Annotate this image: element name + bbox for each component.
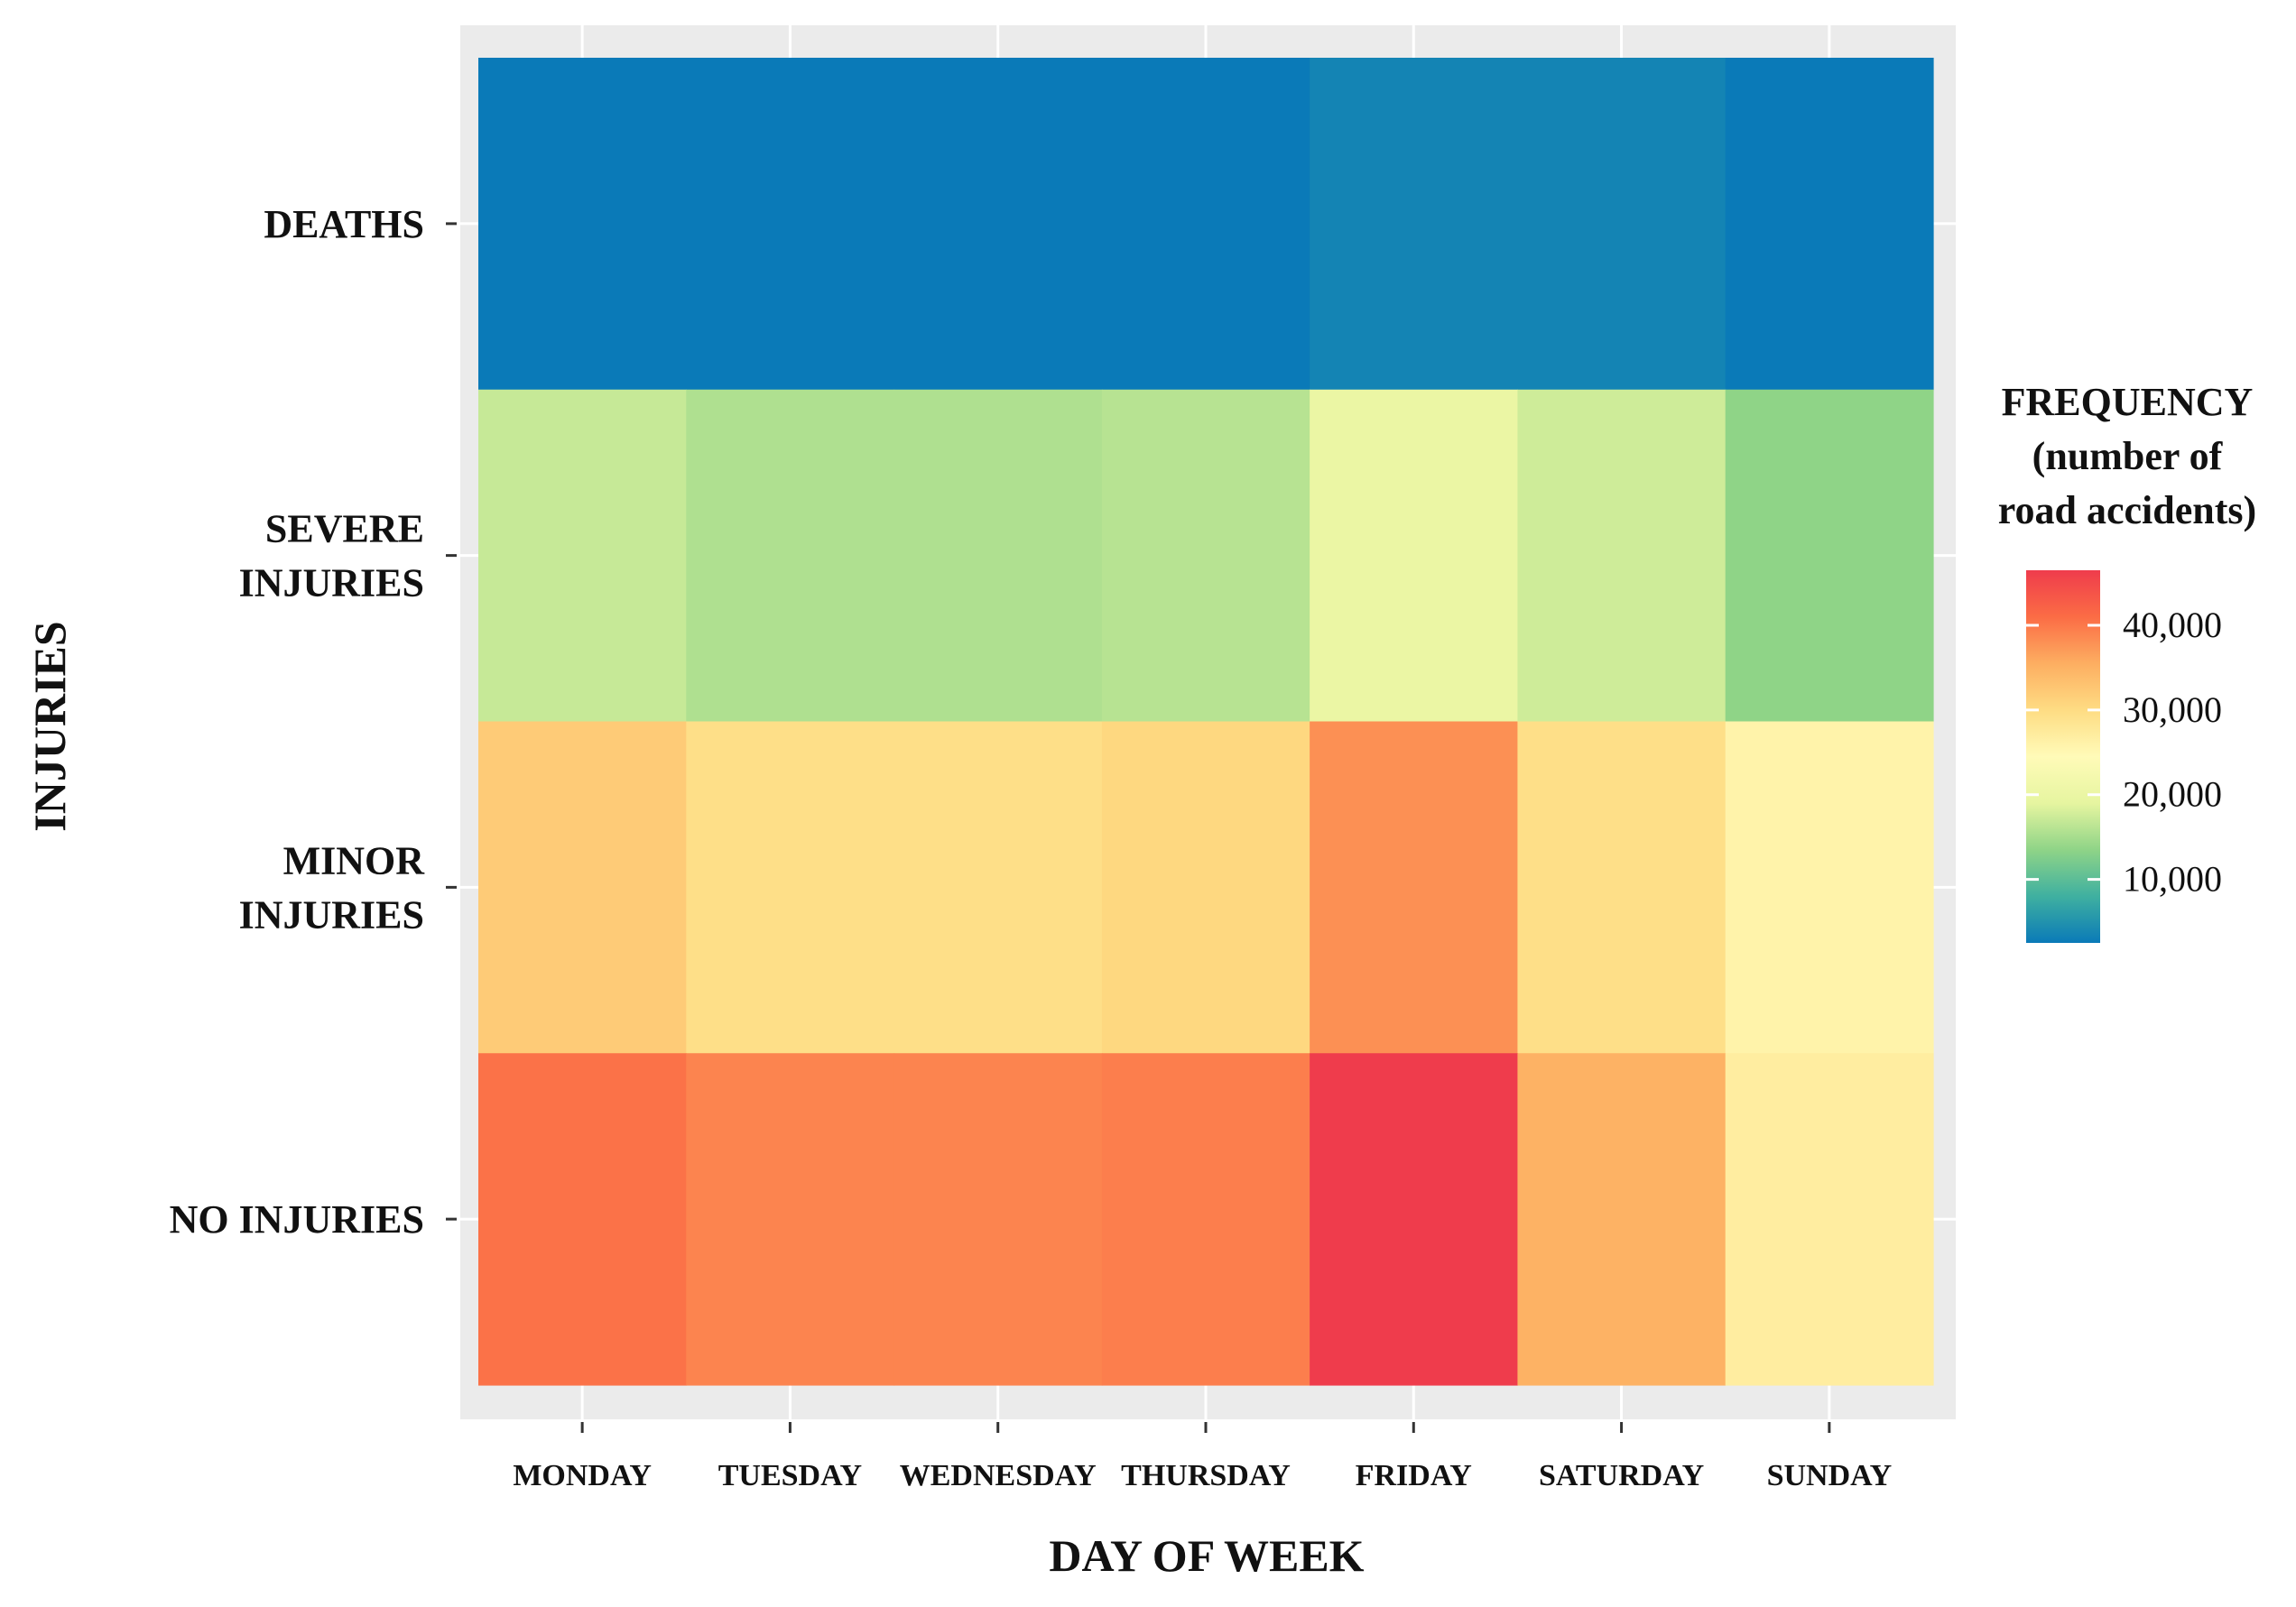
heatmap-cell [686,389,895,723]
legend-tick-label: 40,000 [2123,605,2222,645]
heatmap-cell [478,58,687,391]
heatmap-cell [1310,1053,1519,1386]
heatmap-cell [1101,1053,1310,1386]
x-tick-label: WEDNESDAY [900,1459,1097,1492]
legend-colorbar [2026,570,2100,943]
heatmap-cell [1517,58,1727,391]
x-tick-label: TUESDAY [718,1459,862,1492]
legend-title-line-2: (number of [2032,434,2224,478]
heatmap-cell [1725,721,1934,1054]
y-axis-title: INJURIES [24,621,75,831]
legend-tick-label: 30,000 [2123,689,2222,730]
heatmap-cell [1310,58,1519,391]
heatmap-cell [1725,58,1934,391]
legend-title-line-1: FREQUENCY [2002,380,2254,424]
x-axis: MONDAY TUESDAY WEDNESDAY THURSDAY FRIDAY SATU… [513,1422,1892,1492]
heatmap-cell [1101,58,1310,391]
x-tick-label: MONDAY [513,1459,652,1492]
heatmap-cell [893,58,1103,391]
heatmap-cell [893,721,1103,1054]
heatmap-cell [686,1053,895,1386]
heatmap-cell [1517,721,1727,1054]
legend-tick-label: 20,000 [2123,774,2222,815]
heatmap-cell [1725,389,1934,723]
heatmap-cell [1101,721,1310,1054]
y-axis: DEATHS SEVERE INJURIES MINOR INJURIES NO INJU… [170,202,457,1242]
heatmap-cell [893,1053,1103,1386]
legend-title-line-3: road accidents) [1998,488,2256,532]
legend-ticks: 10,000 20,000 30,000 40,000 [2026,605,2222,900]
heatmap-cell [686,58,895,391]
y-tick-label: SEVERE INJURIES [239,507,424,605]
heatmap-cell [478,721,687,1054]
heatmap-cell [1517,389,1727,723]
y-tick-label: NO INJURIES [170,1197,424,1242]
heatmap-tiles [478,58,1934,1386]
heatmap-cell [1310,721,1519,1054]
x-tick-label: FRIDAY [1356,1459,1472,1492]
heatmap-cell [1725,1053,1934,1386]
x-tick-label: SUNDAY [1767,1459,1893,1492]
x-axis-title: DAY OF WEEK [1049,1530,1364,1581]
heatmap-cell [893,389,1103,723]
x-tick-label: SATURDAY [1539,1459,1704,1492]
heatmap-cell [686,721,895,1054]
y-tick-label: MINOR INJURIES [239,838,426,937]
heatmap-cell [1101,389,1310,723]
heatmap-cell [1310,389,1519,723]
y-tick-label: DEATHS [264,202,424,246]
color-legend: FREQUENCY (number of road accidents) 10,… [1998,380,2256,943]
x-tick-label: THURSDAY [1121,1459,1291,1492]
heatmap-cell [478,389,687,723]
legend-tick-label: 10,000 [2123,859,2222,900]
heatmap-cell [478,1053,687,1386]
heatmap-cell [1517,1053,1727,1386]
